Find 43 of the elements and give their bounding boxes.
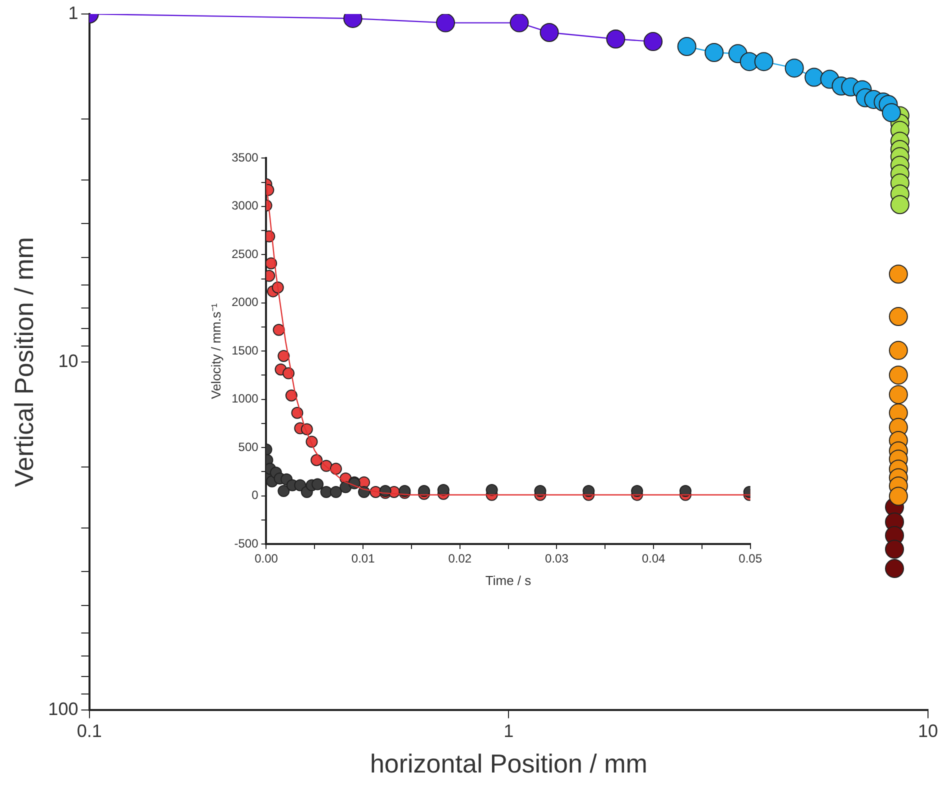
x-tick-label: 0.01 — [351, 552, 376, 566]
point — [320, 486, 332, 498]
x-axis-title: horizontal Position / mm — [370, 748, 648, 779]
y-tick-label: 100 — [48, 699, 78, 720]
y-tick-label: 500 — [238, 440, 259, 454]
point — [486, 484, 498, 496]
y-axis-title: Velocity / mm.s⁻¹ — [208, 302, 224, 399]
point — [285, 390, 298, 402]
point — [534, 484, 546, 497]
point — [418, 484, 430, 497]
x-tick-label: 0.03 — [545, 552, 569, 566]
y-tick-label: 3500 — [232, 150, 259, 165]
x-tick-label: 10 — [918, 720, 938, 741]
point — [272, 324, 285, 336]
y-tick-label: 1500 — [232, 343, 259, 358]
point — [330, 462, 342, 475]
x-tick-label: 0.02 — [448, 552, 472, 566]
point — [330, 486, 342, 498]
point — [631, 484, 644, 497]
x-tick-label: 0.05 — [738, 552, 762, 566]
x-tick-label: 1 — [504, 720, 514, 741]
point — [278, 350, 290, 362]
y-tick-label: 1 — [68, 2, 78, 23]
point — [294, 479, 306, 492]
x-tick-label: 0.00 — [254, 552, 278, 566]
x-tick-label: 0.04 — [642, 552, 666, 566]
y-tick-label: -500 — [234, 536, 259, 550]
y-tick-label: 2500 — [232, 246, 259, 261]
point — [582, 484, 595, 497]
x-axis-title: Time / s — [485, 572, 532, 588]
point — [312, 478, 324, 490]
y-tick-label: 1000 — [232, 392, 259, 406]
point — [266, 257, 278, 270]
point — [679, 484, 692, 497]
y-tick-label: 2000 — [232, 295, 259, 310]
y-axis-title: Vertical Position / mm — [8, 237, 39, 488]
y-tick-label: 0 — [252, 488, 259, 502]
y-tick-label: 10 — [58, 351, 78, 372]
point — [437, 484, 450, 496]
y-tick-label: 3000 — [232, 198, 259, 213]
point — [278, 484, 290, 497]
point — [310, 454, 323, 466]
x-tick-label: 0.1 — [76, 720, 102, 741]
